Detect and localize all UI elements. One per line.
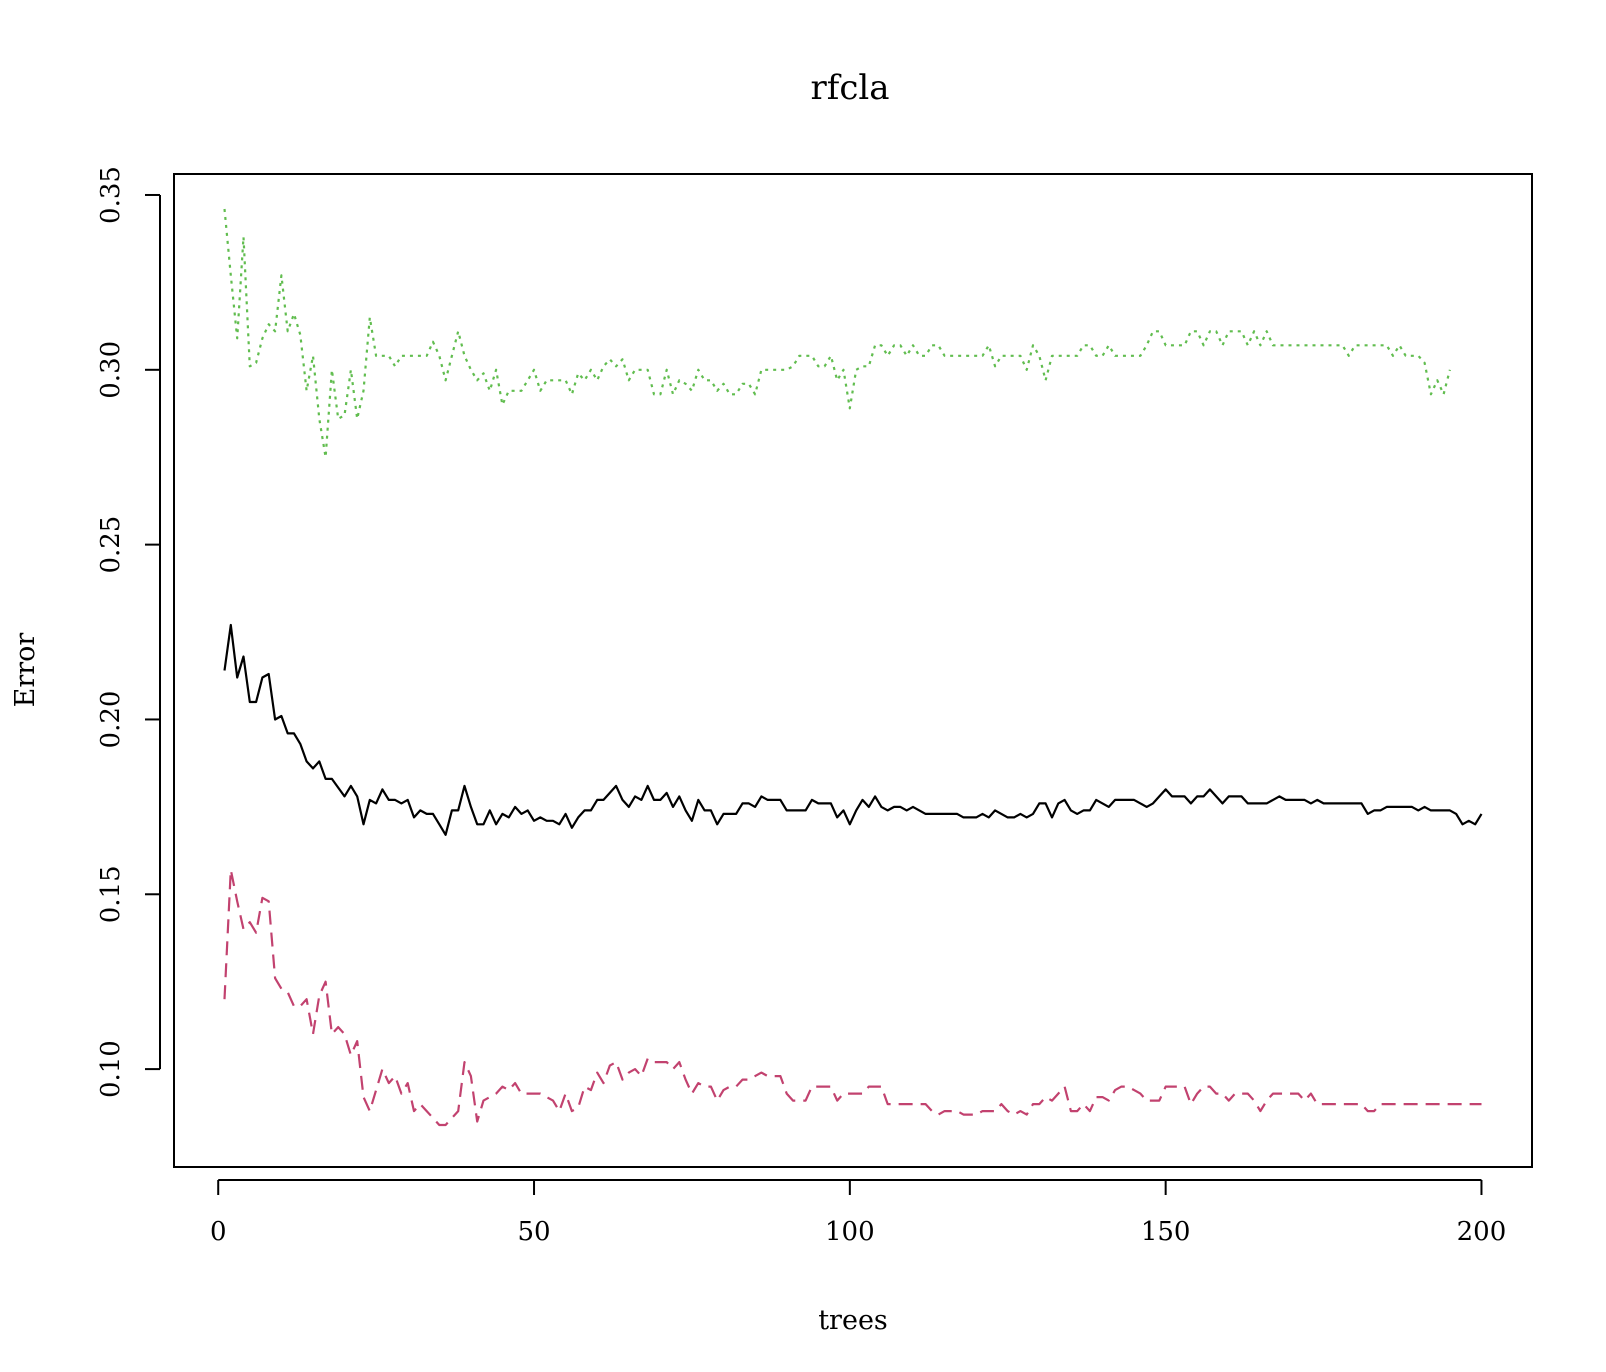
x-tick-label: 100 — [825, 1217, 875, 1247]
series-layer — [223, 208, 1483, 1127]
series-red-line — [223, 868, 1482, 1127]
x-tick-label: 0 — [210, 1217, 227, 1247]
y-tick-label: 0.35 — [96, 166, 126, 224]
series-green-line — [223, 208, 1451, 459]
x-tick-label: 200 — [1457, 1217, 1507, 1247]
y-axis: 0.10 0.15 0.20 0.25 0.30 0.35 — [96, 166, 161, 1098]
series-black-line — [223, 623, 1483, 836]
y-tick-label: 0.25 — [96, 516, 126, 574]
x-axis-label: trees — [818, 1305, 888, 1336]
x-tick-label: 50 — [517, 1217, 550, 1247]
y-tick-label: 0.30 — [96, 341, 126, 399]
y-tick-label: 0.15 — [96, 865, 126, 923]
chart-title: rfcla — [810, 68, 889, 108]
x-tick-label: 150 — [1141, 1217, 1191, 1247]
y-tick-label: 0.10 — [96, 1040, 126, 1098]
y-tick-label: 0.20 — [96, 691, 126, 749]
plot-frame — [173, 173, 1533, 1168]
x-axis: 0 50 100 150 200 — [210, 1179, 1507, 1247]
y-axis-label: Error — [10, 633, 41, 708]
